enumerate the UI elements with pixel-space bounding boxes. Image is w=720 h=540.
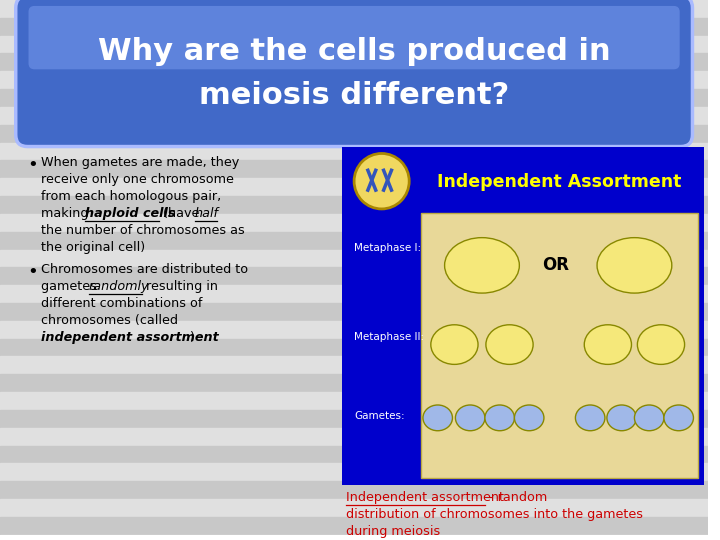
Bar bbox=[0, 143, 708, 160]
Text: OR: OR bbox=[542, 256, 570, 274]
Text: •: • bbox=[27, 264, 38, 281]
Ellipse shape bbox=[456, 405, 485, 431]
Text: half: half bbox=[194, 207, 219, 220]
Text: When gametes are made, they: When gametes are made, they bbox=[41, 157, 240, 170]
Bar bbox=[0, 71, 708, 89]
Text: different combinations of: different combinations of bbox=[41, 297, 203, 310]
Bar bbox=[0, 249, 708, 267]
Bar bbox=[0, 339, 708, 356]
Text: randomly: randomly bbox=[89, 280, 149, 293]
Bar bbox=[0, 0, 708, 18]
Ellipse shape bbox=[664, 405, 693, 431]
Text: Metaphase II:: Metaphase II: bbox=[354, 332, 424, 342]
Bar bbox=[0, 125, 708, 143]
Text: Independent assortment: Independent assortment bbox=[346, 491, 504, 504]
Text: receive only one chromosome: receive only one chromosome bbox=[41, 173, 234, 186]
Text: haploid cells: haploid cells bbox=[84, 207, 175, 220]
Ellipse shape bbox=[423, 405, 452, 431]
Text: independent assortment: independent assortment bbox=[41, 330, 219, 344]
Text: Why are the cells produced in: Why are the cells produced in bbox=[98, 37, 611, 66]
Text: ): ) bbox=[189, 330, 194, 344]
Bar bbox=[0, 178, 708, 196]
Bar bbox=[0, 18, 708, 36]
Bar bbox=[0, 428, 708, 445]
Ellipse shape bbox=[431, 325, 478, 364]
Ellipse shape bbox=[637, 325, 685, 364]
Bar bbox=[0, 410, 708, 428]
Ellipse shape bbox=[514, 405, 544, 431]
Bar bbox=[342, 146, 704, 485]
Ellipse shape bbox=[485, 405, 514, 431]
Bar bbox=[0, 499, 708, 517]
FancyBboxPatch shape bbox=[16, 0, 693, 146]
Bar bbox=[0, 232, 708, 249]
Text: - random: - random bbox=[485, 491, 547, 504]
Bar bbox=[0, 267, 708, 285]
Text: gametes: gametes bbox=[41, 280, 102, 293]
Bar bbox=[0, 463, 708, 481]
Bar bbox=[0, 517, 708, 535]
Bar bbox=[0, 374, 708, 392]
Bar bbox=[0, 303, 708, 321]
Text: meiosis different?: meiosis different? bbox=[199, 80, 509, 110]
Bar bbox=[0, 107, 708, 125]
Bar bbox=[0, 285, 708, 303]
Bar bbox=[0, 356, 708, 374]
Bar bbox=[0, 89, 708, 107]
Text: chromosomes (called: chromosomes (called bbox=[41, 314, 179, 327]
Text: (have: (have bbox=[159, 207, 204, 220]
Ellipse shape bbox=[584, 325, 631, 364]
Text: resulting in: resulting in bbox=[142, 280, 217, 293]
Bar bbox=[0, 481, 708, 499]
Ellipse shape bbox=[354, 153, 409, 209]
Text: Metaphase I:: Metaphase I: bbox=[354, 242, 421, 253]
Text: •: • bbox=[27, 157, 38, 174]
Bar bbox=[421, 213, 698, 478]
Bar bbox=[0, 321, 708, 339]
Text: the number of chromosomes as: the number of chromosomes as bbox=[41, 224, 245, 237]
Ellipse shape bbox=[607, 405, 636, 431]
Ellipse shape bbox=[444, 238, 519, 293]
Bar bbox=[0, 160, 708, 178]
Bar bbox=[0, 214, 708, 232]
Ellipse shape bbox=[597, 238, 672, 293]
Text: Gametes:: Gametes: bbox=[354, 411, 405, 421]
Text: Independent Assortment: Independent Assortment bbox=[436, 173, 681, 191]
Text: from each homologous pair,: from each homologous pair, bbox=[41, 190, 222, 203]
Text: Chromosomes are distributed to: Chromosomes are distributed to bbox=[41, 264, 248, 276]
Text: making: making bbox=[41, 207, 93, 220]
FancyBboxPatch shape bbox=[29, 6, 680, 69]
Ellipse shape bbox=[634, 405, 664, 431]
Bar bbox=[0, 535, 708, 540]
Ellipse shape bbox=[486, 325, 533, 364]
Bar bbox=[0, 196, 708, 214]
Bar bbox=[0, 53, 708, 71]
Text: the original cell): the original cell) bbox=[41, 241, 145, 254]
Text: distribution of chromosomes into the gametes: distribution of chromosomes into the gam… bbox=[346, 508, 643, 521]
Bar bbox=[0, 36, 708, 53]
Bar bbox=[0, 446, 708, 463]
Text: during meiosis: during meiosis bbox=[346, 525, 441, 538]
Bar bbox=[0, 392, 708, 410]
Ellipse shape bbox=[575, 405, 605, 431]
